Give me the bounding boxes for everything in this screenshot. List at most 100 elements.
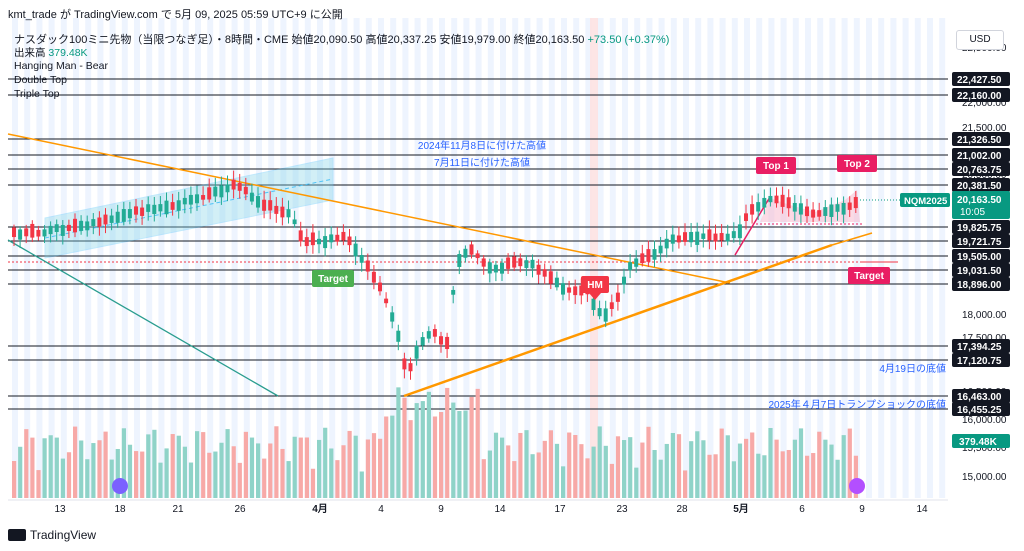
session-stripe: [121, 18, 128, 498]
currency-selector[interactable]: USD: [956, 30, 1004, 50]
session-stripe: [658, 18, 665, 498]
volume-bar: [823, 439, 828, 498]
pattern-triple-top[interactable]: Triple Top: [14, 88, 60, 100]
volume-bar: [634, 467, 639, 498]
candle-body: [622, 276, 626, 285]
volume-bar: [237, 462, 242, 498]
volume-bar: [445, 387, 450, 498]
level-price-label: 19,505.00: [957, 252, 1002, 263]
pattern-hanging-man[interactable]: Hanging Man - Bear: [14, 60, 108, 72]
volume-bar: [701, 440, 706, 498]
session-stripe: [536, 18, 543, 498]
level-price-label: 17,120.75: [957, 356, 1002, 367]
candle-body: [48, 225, 53, 235]
highlight-stripe: [590, 18, 598, 498]
ascending-support-line: [403, 243, 833, 398]
candle-body: [811, 209, 816, 218]
level-price-label: 16,455.25: [957, 405, 1002, 416]
volume-bar: [530, 454, 535, 498]
volume-bar: [249, 437, 255, 498]
candle-body: [347, 236, 352, 246]
session-stripe: [927, 18, 933, 498]
volume-bar: [256, 443, 261, 498]
close-value: 20,163.50: [535, 34, 585, 46]
candle-body: [18, 229, 23, 240]
price-tick-label: 22,000.00: [962, 98, 1007, 109]
volume-bar: [829, 444, 834, 498]
volume-bar: [689, 441, 694, 498]
volume-bar: [243, 431, 248, 498]
session-stripe: [829, 18, 836, 498]
level-price-tag: [952, 72, 1010, 86]
candle-body: [73, 218, 77, 233]
candle-body: [341, 231, 346, 241]
volume-bar: [469, 396, 474, 498]
volume-bar: [585, 458, 590, 498]
time-tick-label: 9: [859, 504, 865, 515]
volume-bar: [188, 462, 194, 498]
volume-bar: [524, 430, 529, 498]
volume-bar: [805, 455, 810, 498]
level-price-label: 19,721.75: [957, 237, 1002, 248]
volume-bar: [463, 410, 468, 498]
teal-trend-line: [7, 239, 279, 397]
candle-body: [737, 224, 742, 239]
volume-bar: [140, 451, 145, 498]
symbol-header: ナスダック100ミニ先物（当限つなぎ足）・8時間・CME 始値20,090.50…: [14, 31, 669, 47]
level-price-tag: [952, 277, 1010, 291]
candle-body: [12, 227, 16, 238]
volume-bar: [79, 440, 84, 498]
candle-body: [219, 185, 224, 198]
volume-bar: [30, 437, 35, 498]
session-stripe: [231, 18, 238, 498]
session-stripe: [182, 18, 189, 498]
session-stripe: [85, 18, 92, 498]
session-stripe: [219, 18, 226, 498]
candle-body: [188, 194, 193, 205]
volume-bar: [353, 435, 358, 498]
session-stripe: [756, 18, 763, 498]
candle-body: [103, 214, 108, 225]
pattern-double-top[interactable]: Double Top: [14, 74, 67, 86]
volume-bar: [792, 439, 797, 498]
candle-body: [115, 211, 120, 223]
candle-body: [439, 336, 443, 345]
volume-bar: [591, 446, 596, 498]
volume-bar: [554, 443, 560, 498]
candle-body: [256, 196, 260, 208]
horizontal-levels: 22,427.50 22,160.00 21,326.50 21,002.00 20,7…: [8, 72, 1010, 416]
last-price-label: 20,163.50: [957, 195, 1002, 206]
volume-bar: [707, 454, 712, 498]
candle-body: [426, 331, 431, 339]
volume-bar: [646, 426, 651, 498]
volume-bar: [847, 428, 852, 498]
top2-tag-box: [837, 155, 877, 172]
candle-body: [554, 277, 559, 288]
volume-bar: [573, 435, 578, 498]
session-stripe: [817, 18, 824, 498]
session-stripe: [841, 18, 848, 498]
volume-bar: [561, 466, 566, 498]
session-stripe: [24, 18, 31, 498]
volume-bar: [396, 387, 401, 498]
volume-bar: [18, 446, 23, 498]
session-stripe: [414, 18, 421, 498]
candle-body: [396, 330, 401, 342]
candle-body: [24, 228, 29, 237]
candle-body: [292, 219, 297, 225]
session-stripe: [902, 18, 909, 498]
session-stripe: [378, 18, 384, 498]
volume-bar: [213, 451, 218, 498]
volume-bar: [481, 459, 486, 498]
volume-bar: [292, 436, 297, 498]
candle-body: [60, 224, 65, 236]
volume-bar: [853, 455, 858, 498]
session-stripe: [280, 18, 287, 498]
candle-body: [432, 329, 437, 337]
candle-body: [317, 238, 321, 245]
volume-bar: [542, 440, 547, 498]
volume-bar: [670, 432, 675, 498]
volume-bar: [451, 402, 456, 498]
time-tick-label: 26: [234, 504, 246, 515]
